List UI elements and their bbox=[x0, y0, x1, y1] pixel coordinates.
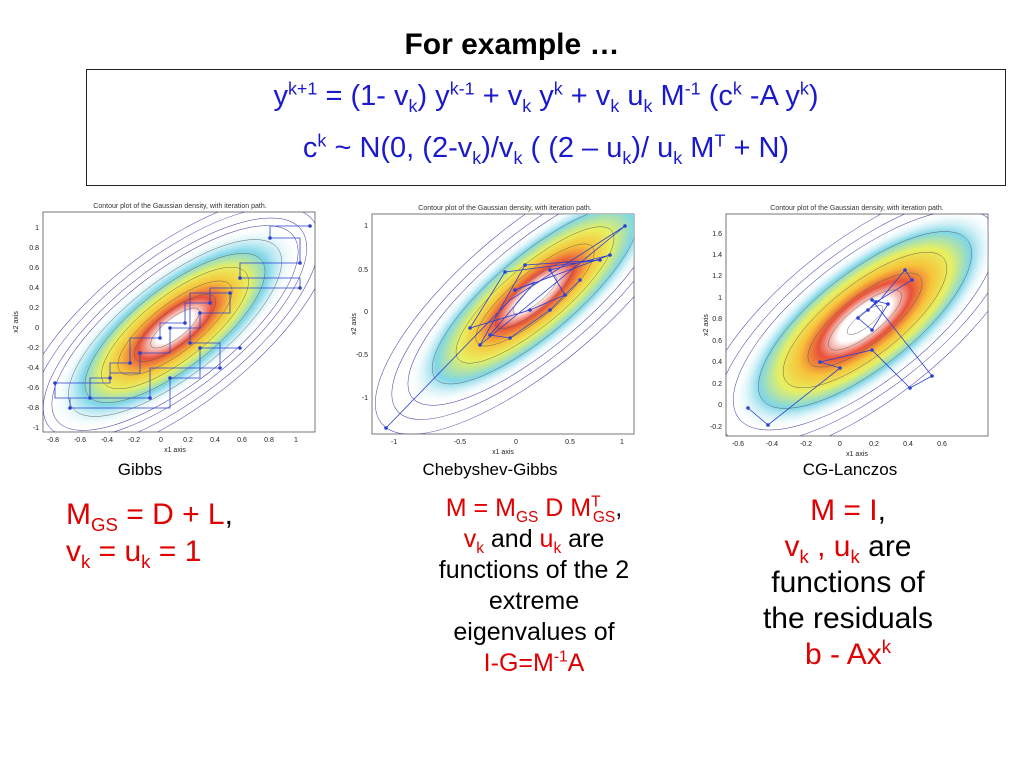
desc-cg-line5: b - Axk bbox=[805, 636, 891, 671]
svg-text:x1 axis: x1 axis bbox=[164, 447, 186, 454]
svg-text:1: 1 bbox=[718, 295, 722, 302]
svg-text:0: 0 bbox=[838, 441, 842, 448]
desc-chebyshev-line6: I-G=M-1A bbox=[483, 648, 585, 677]
desc-cg-line2: vk , uk are bbox=[784, 530, 912, 567]
svg-text:0.8: 0.8 bbox=[29, 245, 39, 252]
plot-gibbs-ticks: -0.8 -0.6 -0.4 -0.2 0 0.2 0.4 0.6 0.8 1 … bbox=[13, 225, 298, 454]
svg-text:0.2: 0.2 bbox=[29, 305, 39, 312]
svg-text:1.2: 1.2 bbox=[712, 273, 722, 280]
plot-cg-lanczos: Contour plot of the Gaussian density, wi… bbox=[700, 200, 1000, 462]
svg-text:0.6: 0.6 bbox=[712, 338, 722, 345]
svg-text:0: 0 bbox=[514, 439, 518, 446]
plot-gibbs-title: Contour plot of the Gaussian density, wi… bbox=[93, 203, 266, 210]
plot-gibbs-svg: Contour plot of the Gaussian density, wi… bbox=[13, 203, 316, 454]
plot-label-gibbs: Gibbs bbox=[117, 460, 163, 479]
svg-text:-0.6: -0.6 bbox=[27, 385, 39, 392]
plot-chebyshev-ticks: -1 -0.5 0 0.5 1 1 0.5 0 -0.5 -1 x1 axis … bbox=[351, 223, 624, 456]
plot-cg-lanczos-title: Contour plot of the Gaussian density, wi… bbox=[770, 205, 943, 212]
svg-text:-1: -1 bbox=[362, 395, 368, 402]
desc-cg-line3: functions of bbox=[771, 566, 925, 599]
svg-text:0: 0 bbox=[718, 402, 722, 409]
plot-cg-lanczos-ticks: -0.6 -0.4 -0.2 0 0.2 0.4 0.6 1.6 1.4 1.2… bbox=[703, 231, 947, 458]
svg-text:0.5: 0.5 bbox=[565, 439, 575, 446]
svg-text:-1: -1 bbox=[391, 439, 397, 446]
svg-text:1: 1 bbox=[35, 225, 39, 232]
plot-cg-lanczos-svg: Contour plot of the Gaussian density, wi… bbox=[703, 205, 989, 458]
svg-text:-0.2: -0.2 bbox=[710, 424, 722, 431]
plot-gibbs: Contour plot of the Gaussian density, wi… bbox=[10, 198, 328, 460]
svg-text:0.2: 0.2 bbox=[183, 437, 193, 444]
svg-text:0.6: 0.6 bbox=[29, 265, 39, 272]
plot-chebyshev-title: Contour plot of the Gaussian density, wi… bbox=[418, 205, 591, 212]
desc-cg-line4: the residuals bbox=[762, 602, 934, 635]
svg-text:0.4: 0.4 bbox=[210, 437, 220, 444]
svg-text:1: 1 bbox=[364, 223, 368, 230]
svg-text:0.2: 0.2 bbox=[712, 381, 722, 388]
svg-text:-0.4: -0.4 bbox=[27, 365, 39, 372]
formula-box: yk+1 = (1- vk) yk-1 + vk yk + vk uk M-1 … bbox=[86, 69, 1006, 186]
desc-cg-line1: M = I, bbox=[810, 494, 886, 527]
svg-text:0: 0 bbox=[35, 325, 39, 332]
desc-cg-lanczos: M = I, vk , uk are functions of the resi… bbox=[720, 493, 976, 673]
desc-gibbs: MGS = D + L, vk = uk = 1 bbox=[66, 497, 306, 570]
svg-text:-0.5: -0.5 bbox=[356, 352, 368, 359]
svg-text:0.8: 0.8 bbox=[712, 316, 722, 323]
svg-text:1: 1 bbox=[620, 439, 624, 446]
plot-chebyshev-svg: Contour plot of the Gaussian density, wi… bbox=[351, 205, 635, 456]
svg-text:0.6: 0.6 bbox=[937, 441, 947, 448]
svg-text:0.4: 0.4 bbox=[903, 441, 913, 448]
svg-text:-0.8: -0.8 bbox=[27, 405, 39, 412]
svg-text:0: 0 bbox=[159, 437, 163, 444]
svg-text:x2 axis: x2 axis bbox=[703, 314, 710, 336]
svg-text:0.6: 0.6 bbox=[237, 437, 247, 444]
svg-text:0.2: 0.2 bbox=[869, 441, 879, 448]
svg-text:0.8: 0.8 bbox=[264, 437, 274, 444]
svg-text:-0.8: -0.8 bbox=[47, 437, 59, 444]
svg-text:1.6: 1.6 bbox=[712, 231, 722, 238]
desc-chebyshev-line5: eigenvalues of bbox=[453, 618, 615, 646]
svg-text:-0.5: -0.5 bbox=[454, 439, 466, 446]
svg-text:-0.6: -0.6 bbox=[732, 441, 744, 448]
desc-chebyshev-line4: extreme bbox=[488, 587, 580, 615]
plot-chebyshev: Contour plot of the Gaussian density, wi… bbox=[350, 200, 650, 462]
desc-chebyshev-line1: M = MGS D MTGS, bbox=[445, 493, 623, 526]
formula-noise-distribution: ck ~ N(0, (2-vk)/vk ( (2 – uk)/ uk MT + … bbox=[302, 130, 790, 168]
svg-text:1.4: 1.4 bbox=[712, 252, 722, 259]
svg-text:x1 axis: x1 axis bbox=[846, 451, 868, 458]
svg-text:-0.4: -0.4 bbox=[101, 437, 113, 444]
desc-chebyshev-line2: vk and uk are bbox=[463, 525, 605, 557]
slide-title: For example … bbox=[404, 28, 620, 61]
svg-text:-1: -1 bbox=[33, 425, 39, 432]
svg-text:x2 axis: x2 axis bbox=[13, 311, 20, 333]
formula-update-rule: yk+1 = (1- vk) yk-1 + vk yk + vk uk M-1 … bbox=[273, 78, 819, 116]
plot-label-cg-lanczos: CG-Lanczos bbox=[802, 460, 898, 479]
svg-text:-0.2: -0.2 bbox=[800, 441, 812, 448]
svg-text:x2 axis: x2 axis bbox=[351, 313, 358, 335]
desc-gibbs-line2: vk = uk = 1 bbox=[66, 534, 202, 572]
svg-text:0.5: 0.5 bbox=[358, 267, 368, 274]
svg-text:x1 axis: x1 axis bbox=[492, 449, 514, 456]
svg-text:0.4: 0.4 bbox=[712, 359, 722, 366]
plot-cg-lanczos-path bbox=[746, 268, 934, 427]
svg-text:-0.2: -0.2 bbox=[128, 437, 140, 444]
svg-text:-0.4: -0.4 bbox=[766, 441, 778, 448]
svg-text:0: 0 bbox=[364, 309, 368, 316]
svg-text:1: 1 bbox=[294, 437, 298, 444]
desc-gibbs-line1: MGS = D + L, bbox=[66, 498, 233, 535]
desc-chebyshev: M = MGS D MTGS, vk and uk are functions … bbox=[400, 493, 668, 679]
plot-label-chebyshev: Chebyshev-Gibbs bbox=[422, 460, 558, 479]
svg-text:-0.2: -0.2 bbox=[27, 345, 39, 352]
svg-text:-0.6: -0.6 bbox=[74, 437, 86, 444]
desc-chebyshev-line3: functions of the 2 bbox=[438, 556, 630, 584]
plot-chebyshev-path bbox=[384, 224, 627, 430]
plot-gibbs-path bbox=[53, 224, 312, 410]
plot-cg-lanczos-contours bbox=[726, 214, 988, 436]
svg-text:0.4: 0.4 bbox=[29, 285, 39, 292]
